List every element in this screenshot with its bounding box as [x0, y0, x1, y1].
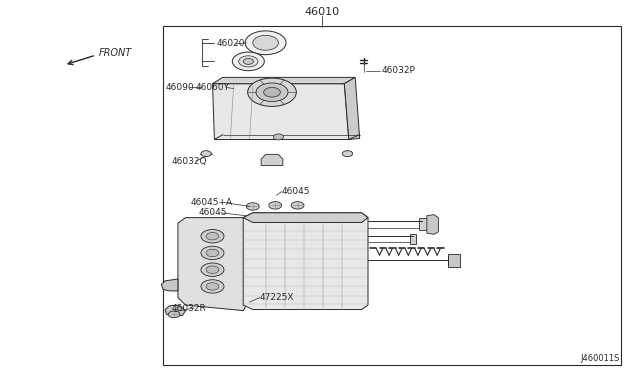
Polygon shape	[212, 77, 355, 84]
Circle shape	[245, 31, 286, 55]
Text: FRONT: FRONT	[99, 48, 132, 58]
Polygon shape	[243, 213, 368, 310]
Polygon shape	[261, 154, 283, 166]
Polygon shape	[243, 213, 368, 222]
Text: 46045+A: 46045+A	[191, 198, 233, 207]
Polygon shape	[344, 77, 360, 140]
Text: 46032Q: 46032Q	[172, 157, 207, 166]
Circle shape	[256, 83, 288, 102]
Circle shape	[201, 246, 224, 260]
Circle shape	[239, 56, 258, 67]
Polygon shape	[161, 279, 178, 291]
Circle shape	[243, 58, 253, 64]
Text: 46090: 46090	[165, 83, 194, 92]
Circle shape	[253, 35, 278, 50]
Text: 46060Y: 46060Y	[196, 83, 230, 92]
Circle shape	[264, 87, 280, 97]
Circle shape	[206, 266, 219, 273]
Circle shape	[201, 230, 224, 243]
Text: J460011S: J460011S	[580, 355, 620, 363]
Circle shape	[246, 203, 259, 210]
Bar	[419, 218, 427, 230]
Bar	[163, 26, 621, 365]
Circle shape	[291, 202, 304, 209]
Polygon shape	[165, 305, 186, 316]
Polygon shape	[427, 215, 438, 234]
Circle shape	[201, 280, 224, 293]
Bar	[410, 234, 416, 244]
Text: 46032P: 46032P	[381, 66, 415, 75]
Circle shape	[342, 151, 353, 157]
Circle shape	[168, 311, 180, 318]
Text: 46045: 46045	[282, 187, 310, 196]
Circle shape	[248, 78, 296, 106]
Circle shape	[232, 52, 264, 71]
Circle shape	[206, 249, 219, 257]
Bar	[448, 254, 460, 267]
Polygon shape	[212, 84, 349, 140]
Circle shape	[201, 151, 211, 157]
Text: 46032R: 46032R	[172, 304, 206, 312]
Circle shape	[201, 263, 224, 276]
Circle shape	[269, 202, 282, 209]
Circle shape	[206, 283, 219, 290]
Circle shape	[206, 232, 219, 240]
Circle shape	[273, 134, 284, 140]
Polygon shape	[178, 218, 246, 311]
Text: 46045: 46045	[198, 208, 227, 217]
Text: 46020: 46020	[216, 39, 245, 48]
Text: 46010: 46010	[305, 7, 339, 17]
Text: 47225X: 47225X	[260, 293, 294, 302]
